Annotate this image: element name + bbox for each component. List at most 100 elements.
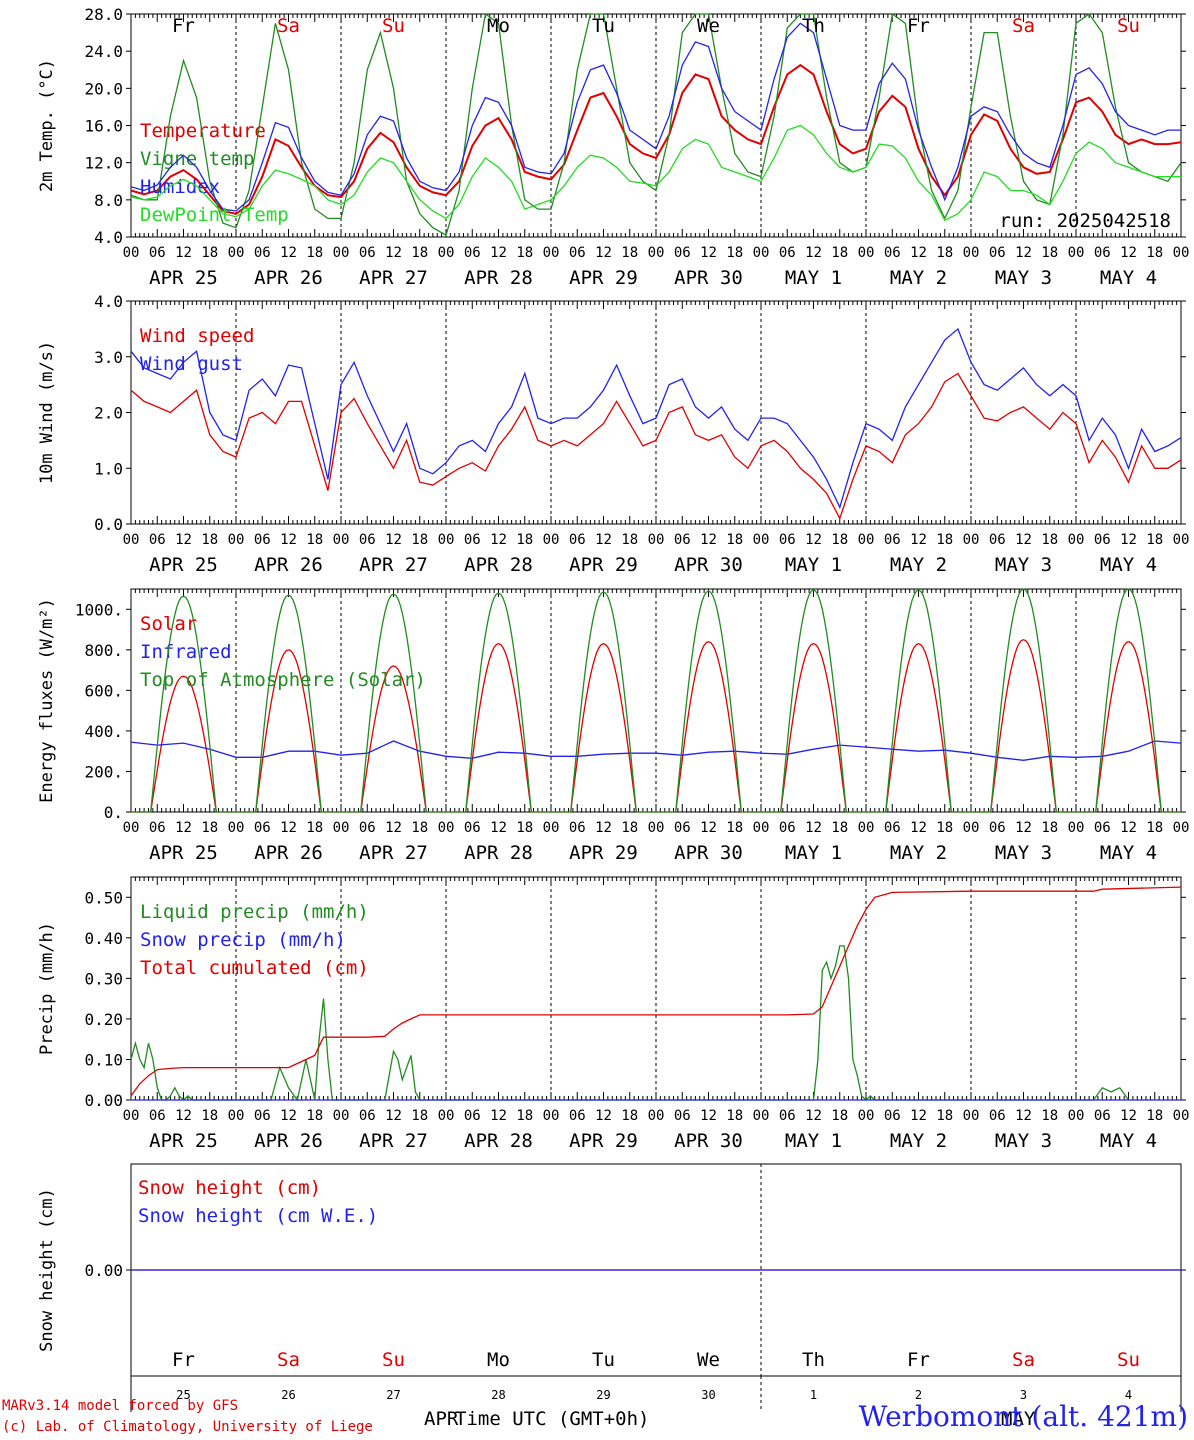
x-hour-label: 18 bbox=[1041, 532, 1058, 548]
x-hour-label: 18 bbox=[831, 532, 848, 548]
x-hour-label: 18 bbox=[1146, 245, 1163, 261]
x-hour-label: 00 bbox=[333, 820, 350, 836]
x-hour-label: 06 bbox=[989, 532, 1006, 548]
x-hour-label: 12 bbox=[595, 532, 612, 548]
x-date-label: APR 30 bbox=[674, 1130, 743, 1152]
y-tick-label: 0.10 bbox=[84, 1050, 123, 1069]
x-hour-label: 06 bbox=[1094, 1108, 1111, 1124]
x-hour-label: 12 bbox=[175, 245, 192, 261]
legend-entry: Wind speed bbox=[140, 325, 254, 347]
x-hour-label: 18 bbox=[726, 1108, 743, 1124]
x-hour-label: 18 bbox=[411, 245, 428, 261]
x-hour-label: 06 bbox=[359, 1108, 376, 1124]
x-hour-label: 18 bbox=[306, 532, 323, 548]
x-hour-label: 00 bbox=[438, 1108, 455, 1124]
series-line-0-3 bbox=[130, 124, 1181, 222]
x-hour-label: 00 bbox=[438, 532, 455, 548]
x-hour-label: 06 bbox=[1094, 245, 1111, 261]
station-name: Werbomont (alt. 421m) bbox=[858, 1400, 1188, 1433]
x-hour-label: 06 bbox=[884, 1108, 901, 1124]
x-hour-label: 00 bbox=[1068, 1108, 1085, 1124]
y-tick-label: 1000. bbox=[75, 600, 123, 619]
x-hour-label: 00 bbox=[1068, 532, 1085, 548]
x-hour-label: 00 bbox=[228, 820, 245, 836]
x-date-label: APR 27 bbox=[359, 554, 428, 576]
x-hour-label: 18 bbox=[201, 1108, 218, 1124]
weekday-label: Su bbox=[1117, 1349, 1140, 1371]
x-hour-label: 00 bbox=[753, 820, 770, 836]
x-hour-label: 12 bbox=[910, 245, 927, 261]
x-hour-label: 12 bbox=[385, 820, 402, 836]
legend-entry: Temperature bbox=[140, 120, 266, 142]
x-date-label: MAY 2 bbox=[890, 554, 947, 576]
y-tick-label: 4.0 bbox=[94, 228, 123, 247]
x-date-label: APR 30 bbox=[674, 267, 743, 289]
x-hour-label: 00 bbox=[333, 1108, 350, 1124]
series-line-3-2 bbox=[130, 886, 1182, 1097]
x-hour-label: 06 bbox=[254, 245, 271, 261]
run-label: run: 2025042518 bbox=[999, 210, 1171, 232]
y-axis-label: Snow height (cm) bbox=[37, 1188, 57, 1352]
series-line-0-2 bbox=[130, 22, 1181, 212]
x-date-label: MAY 2 bbox=[890, 842, 947, 864]
x-date-label: APR 25 bbox=[149, 1130, 218, 1152]
x-hour-label: 06 bbox=[779, 1108, 796, 1124]
x-hour-label: 18 bbox=[411, 1108, 428, 1124]
y-tick-label: 0.0 bbox=[94, 515, 123, 534]
x-hour-label: 12 bbox=[1015, 820, 1032, 836]
weekday-label: Su bbox=[382, 1349, 405, 1371]
x-date-label: APR 28 bbox=[464, 1130, 533, 1152]
x-hour-label: 00 bbox=[543, 245, 560, 261]
x-hour-label: 18 bbox=[1146, 1108, 1163, 1124]
model-credit: MARv3.14 model forced by GFS bbox=[2, 1398, 239, 1414]
x-hour-label: 18 bbox=[201, 532, 218, 548]
day-number-label: 29 bbox=[596, 1388, 610, 1402]
x-hour-label: 18 bbox=[936, 820, 953, 836]
x-hour-label: 00 bbox=[1068, 820, 1085, 836]
x-hour-label: 12 bbox=[805, 820, 822, 836]
x-hour-label: 00 bbox=[1068, 245, 1085, 261]
x-hour-label: 18 bbox=[1041, 1108, 1058, 1124]
x-hour-label: 00 bbox=[753, 1108, 770, 1124]
x-hour-label: 12 bbox=[280, 245, 297, 261]
x-hour-label: 12 bbox=[175, 1108, 192, 1124]
y-tick-label: 16.0 bbox=[84, 117, 123, 136]
x-hour-label: 12 bbox=[490, 820, 507, 836]
x-date-label: MAY 1 bbox=[785, 267, 842, 289]
x-hour-label: 06 bbox=[674, 820, 691, 836]
x-hour-label: 06 bbox=[569, 820, 586, 836]
x-hour-label: 00 bbox=[963, 532, 980, 548]
x-hour-label: 12 bbox=[700, 245, 717, 261]
x-date-label: MAY 1 bbox=[785, 842, 842, 864]
x-hour-label: 12 bbox=[490, 532, 507, 548]
x-hour-label: 18 bbox=[1146, 532, 1163, 548]
x-hour-label: 00 bbox=[438, 820, 455, 836]
x-hour-label: 00 bbox=[1173, 532, 1190, 548]
legend-entry: Vigne temp bbox=[140, 148, 254, 170]
x-date-label: APR 28 bbox=[464, 554, 533, 576]
x-date-label: APR 28 bbox=[464, 842, 533, 864]
series-line-2-0 bbox=[131, 638, 1181, 813]
x-hour-label: 00 bbox=[1173, 1108, 1190, 1124]
y-axis-label: Precip (mm/h) bbox=[37, 922, 57, 1055]
x-hour-label: 06 bbox=[989, 820, 1006, 836]
y-tick-label: 24.0 bbox=[84, 42, 123, 61]
x-hour-label: 18 bbox=[306, 820, 323, 836]
x-hour-label: 00 bbox=[543, 820, 560, 836]
x-hour-label: 12 bbox=[280, 1108, 297, 1124]
x-date-label: APR 29 bbox=[569, 267, 638, 289]
x-hour-label: 00 bbox=[333, 532, 350, 548]
x-hour-label: 12 bbox=[595, 245, 612, 261]
x-hour-label: 18 bbox=[936, 245, 953, 261]
series-line-2-1 bbox=[130, 740, 1182, 761]
x-hour-label: 00 bbox=[648, 820, 665, 836]
x-hour-label: 00 bbox=[648, 245, 665, 261]
x-hour-label: 12 bbox=[910, 820, 927, 836]
x-hour-label: 06 bbox=[989, 1108, 1006, 1124]
x-hour-label: 12 bbox=[700, 532, 717, 548]
x-hour-label: 06 bbox=[149, 820, 166, 836]
x-hour-label: 06 bbox=[464, 820, 481, 836]
panel-frame bbox=[130, 588, 1182, 813]
x-hour-label: 00 bbox=[858, 820, 875, 836]
x-date-label: APR 25 bbox=[149, 554, 218, 576]
